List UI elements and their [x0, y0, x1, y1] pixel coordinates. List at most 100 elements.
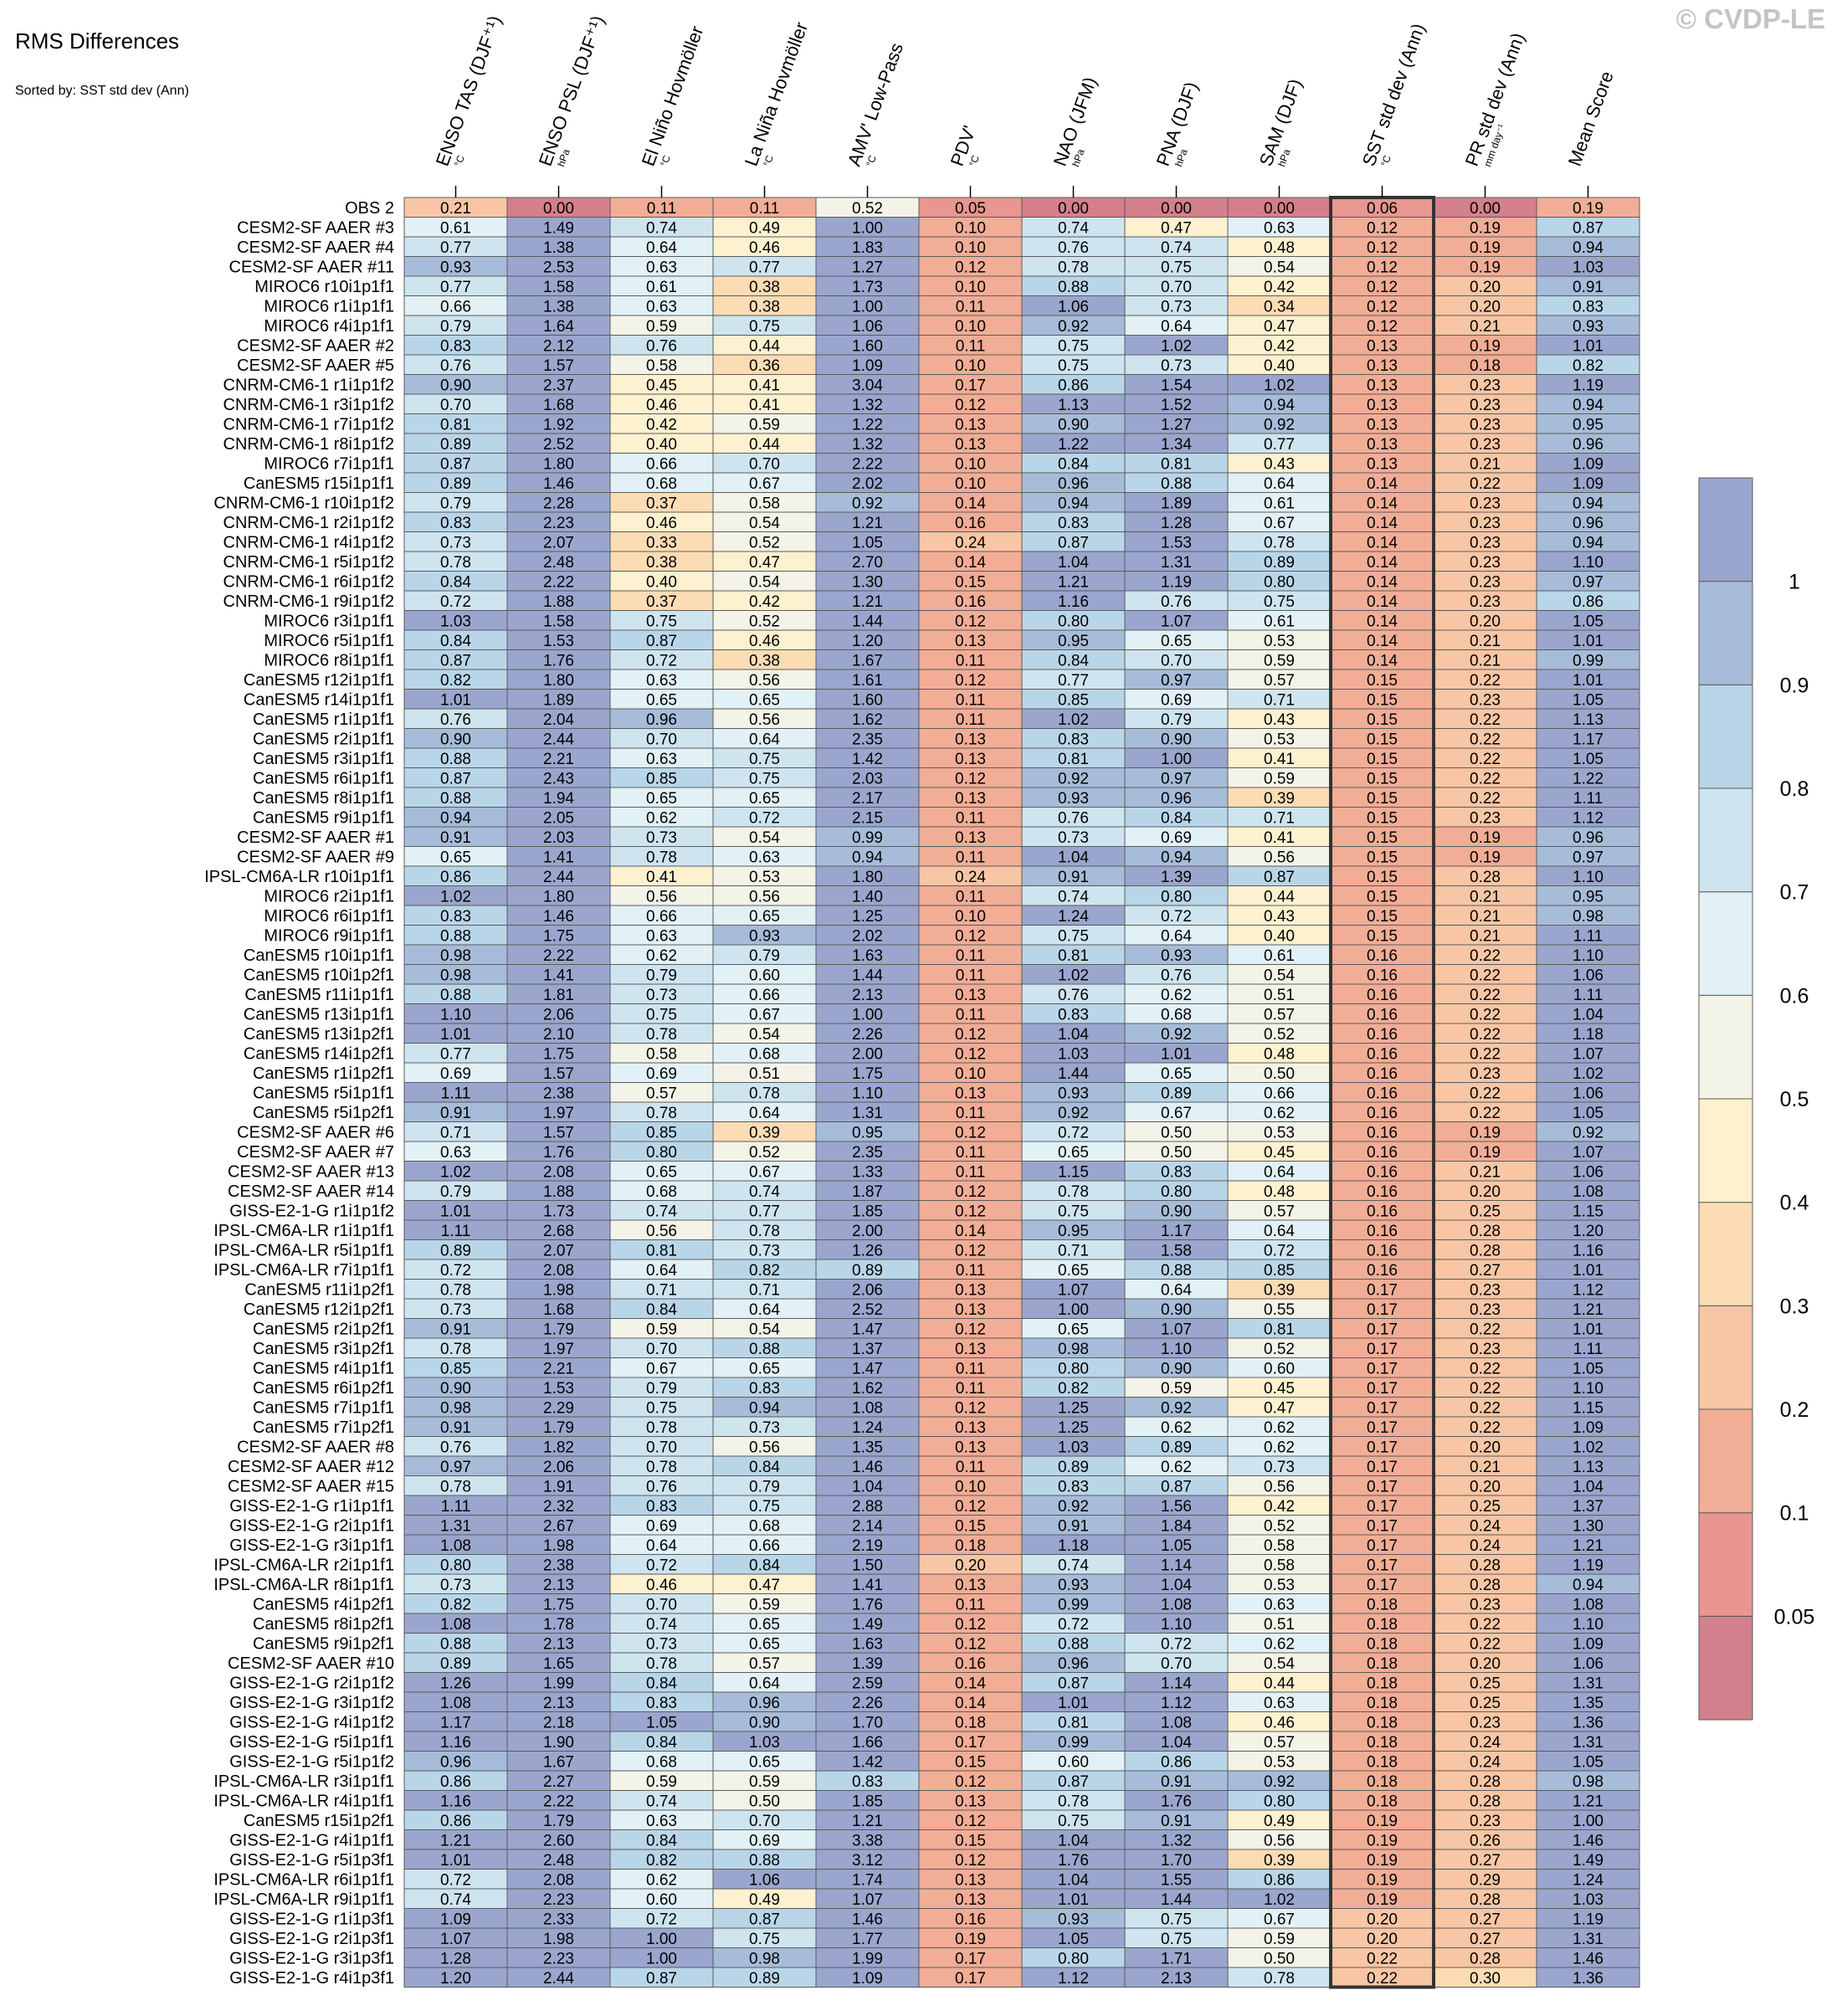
- cell-value: 0.16: [1367, 967, 1398, 984]
- cell-value: 0.83: [646, 1695, 677, 1712]
- cell-value: 0.74: [440, 1891, 471, 1909]
- cell-value: 0.16: [955, 1655, 986, 1673]
- cell-value: 0.13: [955, 1419, 986, 1437]
- cell-value: 0.69: [1161, 691, 1192, 709]
- cell-value: 0.16: [1367, 1006, 1398, 1023]
- cell-value: 2.32: [543, 1498, 574, 1516]
- cell-value: 1.44: [1161, 1891, 1192, 1909]
- cell-value: 0.75: [646, 613, 677, 630]
- cell-value: 3.12: [852, 1852, 883, 1870]
- cell-value: 0.16: [1367, 1183, 1398, 1201]
- cell-value: 1.70: [852, 1714, 883, 1731]
- cell-value: 0.75: [1161, 1931, 1192, 1948]
- cell-value: 0.64: [1264, 475, 1295, 493]
- cell-value: 1.37: [852, 1341, 883, 1358]
- cell-value: 0.74: [1161, 239, 1192, 257]
- chart-title: RMS Differences: [15, 28, 180, 54]
- cell-value: 0.00: [543, 200, 574, 218]
- cell-value: 0.89: [1264, 554, 1295, 572]
- cell-value: 0.65: [646, 1163, 677, 1181]
- row-label: GISS-E2-1-G r4i1p1f1: [229, 1831, 394, 1849]
- cell-value: 0.21: [1470, 927, 1501, 945]
- cell-value: 0.23: [1470, 573, 1501, 591]
- cell-value: 0.22: [1367, 1970, 1398, 1988]
- cell-value: 0.22: [1367, 1950, 1398, 1967]
- cell-value: 1.01: [440, 1852, 471, 1870]
- cell-value: 0.59: [749, 1773, 780, 1791]
- cell-value: 2.02: [852, 927, 883, 945]
- cell-value: 0.50: [1161, 1144, 1192, 1162]
- cell-value: 0.62: [1264, 1635, 1295, 1653]
- cell-value: 0.88: [440, 1635, 471, 1653]
- row-label: MIROC6 r10i1p1f1: [254, 278, 394, 296]
- cell-value: 0.12: [1367, 239, 1398, 257]
- cell-value: 0.11: [956, 1105, 986, 1122]
- cell-value: 0.24: [1470, 1517, 1501, 1535]
- cell-value: 0.23: [1470, 1341, 1501, 1358]
- cell-value: 0.14: [955, 1675, 986, 1692]
- cell-value: 0.15: [955, 1832, 986, 1849]
- cell-value: 0.83: [1058, 731, 1089, 748]
- cell-value: 0.14: [1367, 495, 1398, 512]
- colorbar-label: 0.1: [1780, 1502, 1809, 1526]
- cell-value: 0.19: [1367, 1852, 1398, 1870]
- cell-value: 0.16: [1367, 1242, 1398, 1259]
- cell-value: 0.94: [749, 1399, 780, 1417]
- cell-value: 0.13: [955, 1281, 986, 1299]
- cell-value: 2.53: [543, 259, 574, 276]
- cell-value: 1.05: [646, 1714, 677, 1731]
- cell-value: 1.25: [852, 908, 883, 926]
- cell-value: 1.07: [1058, 1281, 1089, 1299]
- cell-value: 0.18: [1470, 357, 1501, 375]
- cell-value: 0.22: [1470, 751, 1501, 768]
- cell-value: 1.31: [1573, 1734, 1604, 1752]
- cell-value: 0.22: [1470, 967, 1501, 984]
- row-label: CanESM5 r5i1p1f1: [253, 1084, 394, 1102]
- cell-value: 0.20: [1470, 298, 1501, 315]
- cell-value: 1.02: [1264, 377, 1295, 394]
- cell-value: 0.17: [1367, 1498, 1398, 1516]
- cell-value: 0.19: [1470, 259, 1501, 276]
- cell-value: 0.77: [440, 1045, 471, 1063]
- cell-value: 0.39: [749, 1124, 780, 1141]
- column-unit: hPa: [1070, 147, 1087, 168]
- cell-value: 1.30: [852, 573, 883, 591]
- cell-value: 0.22: [1470, 770, 1501, 787]
- cell-value: 0.89: [1058, 1459, 1089, 1476]
- colorbar-segment: [1698, 1512, 1753, 1617]
- cell-value: 2.23: [543, 1950, 574, 1967]
- cell-value: 0.27: [1470, 1262, 1501, 1280]
- cell-value: 1.06: [1573, 967, 1604, 984]
- cell-value: 0.88: [1161, 475, 1192, 493]
- cell-value: 0.70: [646, 1596, 677, 1613]
- cell-value: 2.19: [852, 1537, 883, 1555]
- cell-value: 0.59: [646, 318, 677, 336]
- cell-value: 0.11: [956, 337, 986, 355]
- cell-value: 1.31: [1573, 1931, 1604, 1948]
- cell-value: 0.12: [955, 259, 986, 276]
- cell-value: 0.66: [646, 455, 677, 473]
- cell-value: 0.93: [1058, 790, 1089, 808]
- cell-value: 0.11: [956, 1380, 986, 1398]
- cell-value: 0.92: [1058, 770, 1089, 787]
- cell-value: 0.15: [955, 1517, 986, 1535]
- cell-value: 0.19: [955, 1931, 986, 1948]
- cell-value: 0.84: [646, 1832, 677, 1849]
- cell-value: 0.54: [749, 1321, 780, 1338]
- cell-value: 0.27: [1470, 1931, 1501, 1948]
- cell-value: 0.18: [1367, 1753, 1398, 1771]
- cell-value: 0.20: [1470, 1655, 1501, 1673]
- cell-value: 0.87: [646, 633, 677, 650]
- row-label: CNRM-CM6-1 r2i1p1f2: [223, 514, 395, 532]
- cell-value: 1.08: [440, 1695, 471, 1712]
- cell-value: 0.20: [1470, 1439, 1501, 1456]
- row-label: GISS-E2-1-G r2i1p1f2: [229, 1674, 394, 1692]
- cell-value: 0.78: [646, 1459, 677, 1476]
- row-label: CNRM-CM6-1 r7i1p1f2: [223, 415, 395, 433]
- cell-value: 1.21: [852, 593, 883, 611]
- cell-value: 0.29: [1470, 1871, 1501, 1889]
- cell-value: 0.91: [440, 1419, 471, 1437]
- cell-value: 1.06: [1058, 298, 1089, 315]
- cell-value: 1.89: [543, 691, 574, 709]
- cell-value: 0.58: [646, 1045, 677, 1063]
